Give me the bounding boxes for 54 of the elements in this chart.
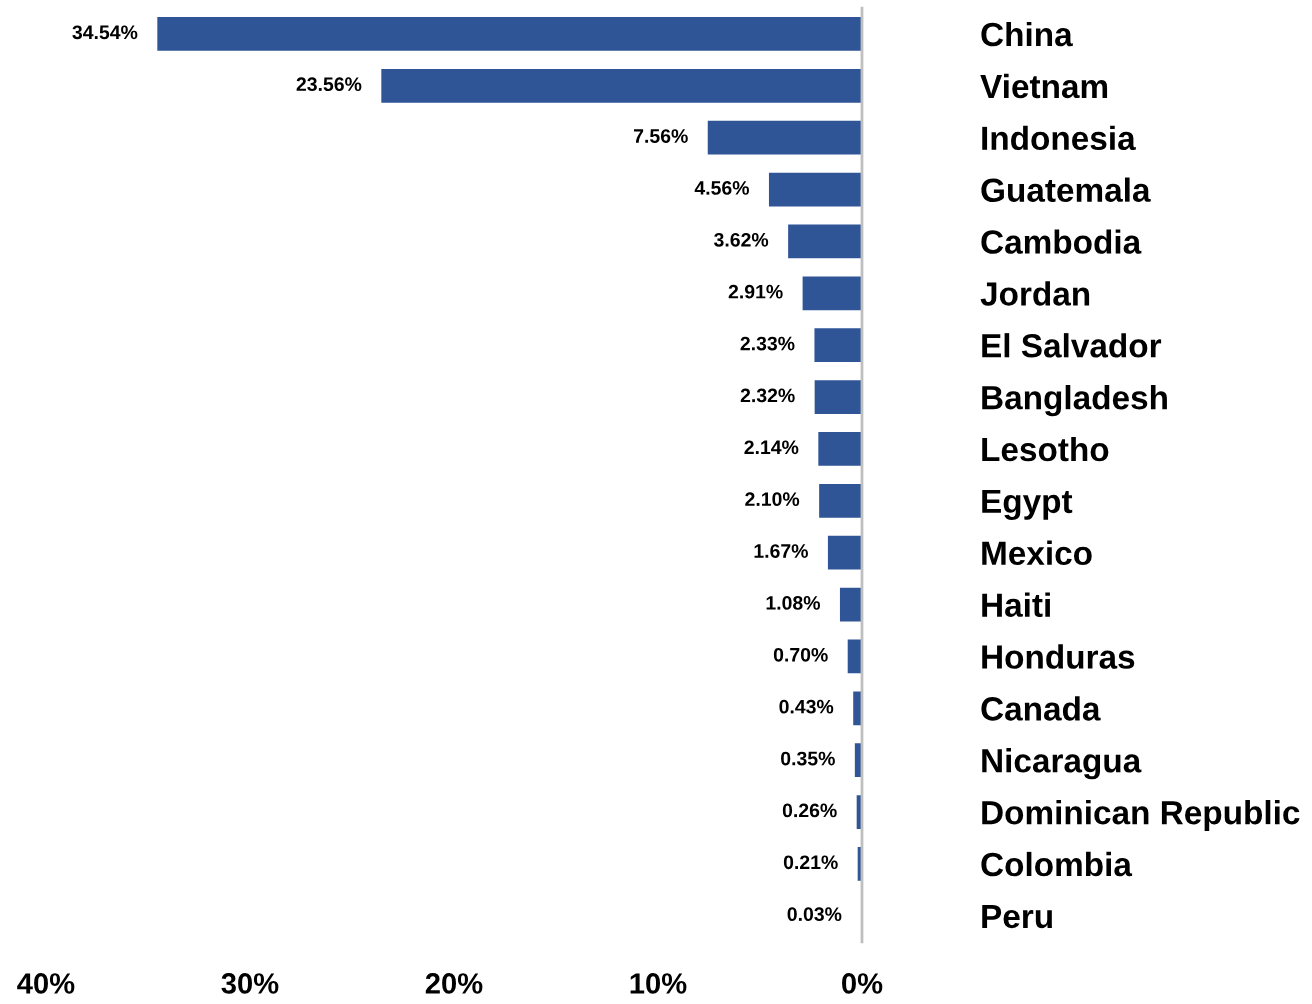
y-tick-label: Guatemala (981, 177, 1151, 202)
x-tick-label: 10% (630, 973, 687, 994)
data-label: 23.56% (296, 77, 362, 92)
bar (819, 483, 862, 518)
y-tick-label: Peru (982, 904, 1052, 929)
y-tick-label: Indonesia (982, 125, 1136, 151)
data-label: 3.62% (714, 232, 769, 247)
data-label: 0.21% (783, 855, 838, 870)
bar (853, 691, 862, 726)
bar (157, 17, 862, 51)
bar (814, 328, 862, 363)
data-label: 34.54% (72, 25, 138, 40)
y-tick-label: Dominican Republic (982, 799, 1300, 832)
bar (839, 587, 862, 622)
data-label: 4.56% (694, 181, 749, 195)
data-label: 2.10% (745, 492, 800, 507)
bar (814, 380, 862, 414)
x-tick-label: 0% (842, 973, 883, 994)
bar (818, 432, 862, 466)
y-tick-label: Honduras (982, 644, 1135, 669)
y-tick-label: China (981, 21, 1073, 47)
y-tick-label: Mexico (982, 540, 1092, 566)
y-tick-label: El Salvador (982, 333, 1162, 358)
data-label: 2.14% (744, 440, 799, 455)
data-label: 1.67% (754, 544, 808, 558)
data-label: 2.32% (740, 388, 795, 403)
bar (381, 68, 862, 103)
bar (768, 172, 862, 207)
data-label: 0.26% (782, 803, 837, 818)
bar (802, 276, 862, 311)
data-label: 1.08% (766, 596, 820, 610)
bar (788, 224, 862, 259)
y-tick-label: Cambodia (981, 229, 1142, 254)
data-label: 0.35% (781, 751, 835, 766)
y-tick-label: Haiti (982, 592, 1050, 617)
y-tick-label: Lesotho (982, 436, 1109, 462)
x-tick-label: 40% (17, 973, 75, 994)
bar (707, 120, 862, 155)
y-tick-label: Canada (981, 696, 1101, 721)
y-tick-label: Jordan (980, 281, 1090, 306)
data-label: 2.91% (728, 284, 783, 299)
data-label: 0.43% (779, 699, 834, 714)
y-tick-label: Nicaragua (982, 748, 1142, 780)
x-tick-label: 30% (221, 973, 279, 994)
bar (827, 535, 862, 570)
y-tick-label: Egypt (982, 489, 1073, 520)
data-label: 0.03% (787, 907, 842, 922)
y-tick-label: Bangladesh (982, 385, 1167, 417)
data-label: 0.70% (773, 647, 828, 662)
data-label: 7.56% (634, 129, 688, 143)
y-tick-label: Vietnam (980, 73, 1108, 99)
x-tick-label: 20% (425, 973, 483, 994)
data-label: 2.33% (740, 336, 795, 351)
y-tick-label: Colombia (981, 851, 1133, 877)
